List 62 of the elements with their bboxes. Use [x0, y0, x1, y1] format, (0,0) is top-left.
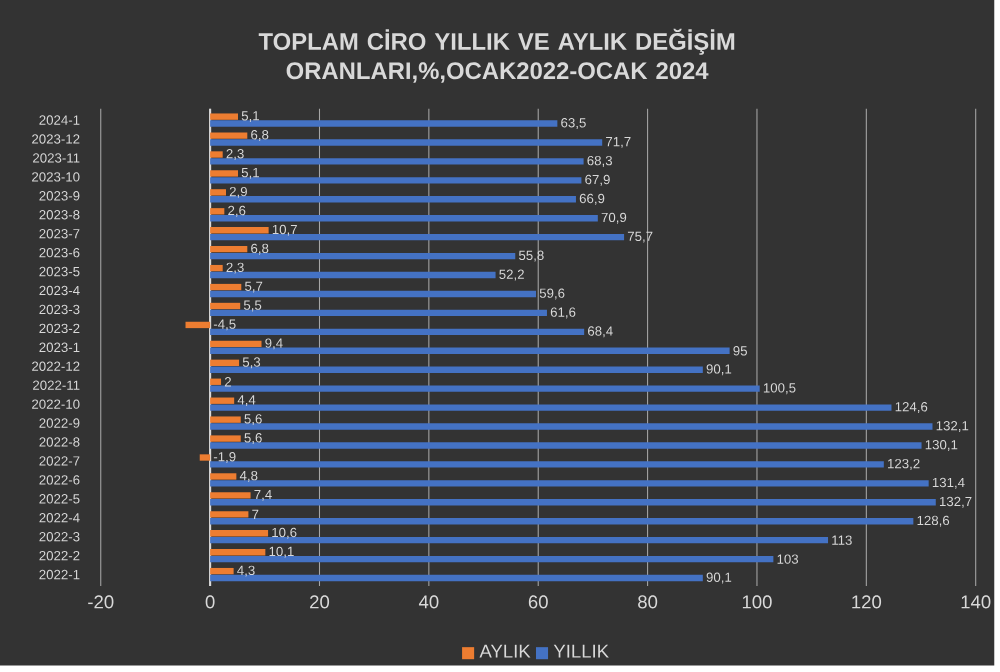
legend-label: AYLIK: [479, 644, 531, 658]
bar: [210, 359, 240, 366]
bar: [210, 214, 598, 222]
bar: [210, 252, 516, 260]
bar: [210, 196, 576, 203]
bar: [210, 132, 248, 139]
bar: [210, 473, 237, 480]
bar: [210, 177, 582, 184]
bar: [210, 574, 703, 582]
bar: [210, 139, 603, 146]
bar: [210, 158, 584, 165]
bar: [210, 170, 239, 177]
bar: [210, 366, 703, 373]
bar: [210, 416, 241, 423]
bar: [210, 480, 929, 487]
bar: [185, 321, 211, 329]
bar: [210, 283, 242, 291]
x-tick-label: 0: [205, 595, 215, 609]
bar: [210, 208, 225, 215]
bar: [210, 340, 262, 347]
bar: [210, 435, 241, 442]
bar: [210, 530, 269, 537]
bar: [210, 264, 223, 272]
bar: [210, 378, 222, 385]
x-tick-label: 40: [418, 595, 439, 609]
bar: [210, 245, 248, 253]
bar: [210, 397, 235, 404]
bar: [210, 120, 558, 127]
bar: [210, 567, 234, 575]
legend-label: YILLIK: [553, 644, 609, 658]
bar: [210, 492, 251, 499]
bar: [210, 548, 266, 556]
x-tick-label: 60: [528, 595, 548, 609]
bar: [210, 385, 760, 392]
bar: [199, 454, 211, 461]
chart-title: TOPLAM CİRO YILLIK VE AYLIK DEĞİŞİM ORANLARI,%,OCAK2022-OCAK 2024: [258, 28, 735, 83]
bar: [210, 404, 892, 411]
bar: [210, 302, 241, 310]
bar: [210, 227, 269, 234]
bar: [210, 233, 625, 241]
bar: [210, 113, 239, 120]
bar: [210, 309, 547, 317]
x-tick-label: 140: [961, 595, 991, 609]
x-tick-label: -20: [88, 595, 114, 609]
bar: [210, 499, 936, 506]
bar: [210, 536, 829, 544]
bar: [210, 290, 537, 298]
bar: [210, 347, 730, 354]
bar: [210, 151, 223, 158]
bar: [210, 555, 774, 563]
x-tick-label: 120: [852, 595, 882, 609]
bar: [210, 328, 585, 335]
x-tick-label: 80: [638, 595, 658, 609]
x-tick-label: 100: [742, 595, 772, 609]
bar: [210, 461, 884, 468]
bar: [210, 511, 249, 518]
x-tick-label: 20: [310, 595, 330, 609]
bar: [210, 189, 226, 196]
bar: [210, 442, 922, 449]
bar: [210, 517, 914, 525]
bar: [210, 423, 933, 430]
bar: [210, 271, 496, 279]
